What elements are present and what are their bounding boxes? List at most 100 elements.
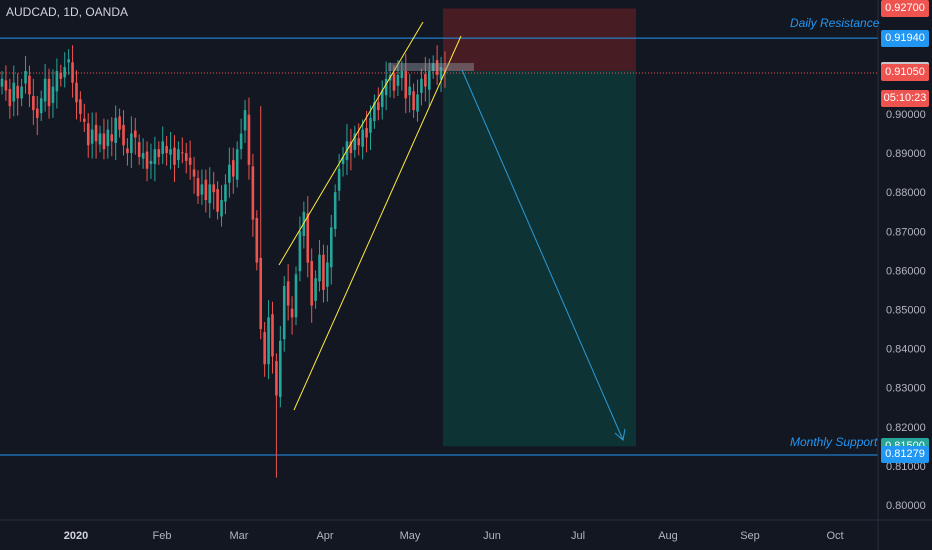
candle-body — [157, 149, 161, 158]
candle-body — [412, 91, 415, 111]
candle-body — [133, 130, 137, 138]
candle-body — [28, 75, 31, 95]
candle-body — [314, 278, 317, 301]
time-tick-label: Aug — [658, 530, 678, 542]
candle-body — [282, 286, 286, 340]
channel-drawings — [278, 21, 626, 441]
candle-body — [337, 168, 341, 191]
time-tick-label: Feb — [153, 530, 172, 542]
candle-body — [86, 123, 90, 146]
candle-body — [94, 124, 98, 142]
symbol-title[interactable]: AUDCAD, 1D, OANDA — [6, 5, 129, 19]
price-tick-label: 0.80000 — [886, 500, 926, 512]
candle-body — [137, 142, 141, 158]
candle-body — [220, 200, 223, 217]
candle-body — [55, 70, 59, 92]
candle-body — [231, 160, 235, 177]
candle-body — [63, 67, 67, 78]
candle-body — [396, 74, 400, 86]
price-tick-label: 0.90000 — [886, 109, 926, 121]
candle-body — [59, 72, 63, 79]
candle-body — [384, 78, 388, 96]
candle-body — [326, 262, 329, 287]
time-tick-label: Mar — [230, 530, 249, 542]
candle-body — [267, 317, 270, 365]
candle-body — [71, 62, 74, 83]
price-tick-label: 0.85000 — [886, 305, 926, 317]
arrow-head — [614, 428, 626, 441]
candle-body — [90, 129, 94, 144]
price-tag: 05:10:23 — [881, 89, 929, 107]
candle-body — [298, 231, 302, 272]
candle-body — [439, 67, 443, 80]
take-profit-zone[interactable] — [443, 70, 636, 447]
channel-lower-line[interactable] — [293, 35, 462, 411]
candle-body — [361, 129, 364, 147]
time-tick-label: Oct — [826, 530, 843, 542]
stop-loss-zone[interactable] — [443, 8, 636, 71]
candle-body — [380, 90, 384, 107]
channel-upper-line[interactable] — [278, 21, 424, 266]
candle-body — [318, 254, 321, 282]
time-tick-label: Apr — [316, 530, 333, 542]
candle-body — [130, 133, 133, 154]
entry-highlight — [388, 63, 474, 71]
candle-body — [212, 184, 215, 193]
price-tick-label: 0.86000 — [886, 265, 926, 277]
monthly-support-label: Monthly Support — [790, 435, 878, 449]
candle-body — [306, 213, 310, 263]
candle-body — [0, 78, 4, 87]
candle-body — [271, 314, 274, 357]
candle-body — [67, 59, 70, 63]
candle-body — [435, 60, 439, 75]
candle-body — [353, 133, 357, 150]
candle-body — [400, 70, 404, 79]
position-zones — [443, 8, 636, 447]
candle-body — [279, 340, 282, 398]
candle-body — [404, 70, 408, 99]
time-tick-label: 2020 — [64, 530, 88, 542]
time-tick-label: Jul — [571, 530, 585, 542]
price-tag: 0.91940 — [881, 29, 929, 47]
candle-body — [153, 149, 157, 165]
price-tag: 0.92700 — [881, 0, 929, 17]
candle-body — [224, 184, 227, 202]
candle-body — [102, 133, 106, 150]
candle-body — [204, 179, 208, 201]
candle-body — [188, 157, 192, 165]
candle-body — [161, 141, 165, 154]
candle-body — [369, 117, 372, 133]
candle-body — [255, 218, 259, 263]
candle-body — [275, 361, 278, 396]
candle-body — [424, 74, 427, 87]
candle-body — [169, 149, 172, 155]
time-axis[interactable]: 2020 Feb Mar Apr May Jun Jul Aug Sep Oct — [64, 530, 844, 542]
time-tick-label: Sep — [740, 530, 760, 542]
candle-body — [200, 184, 204, 195]
candle-body — [20, 86, 23, 99]
time-tick-label: May — [400, 530, 421, 542]
time-tick-label: Jun — [483, 530, 501, 542]
price-tick-label: 0.88000 — [886, 187, 926, 199]
candle-body — [263, 332, 266, 365]
candle-body — [259, 257, 263, 330]
candle-body — [377, 102, 380, 111]
candle-body — [290, 308, 294, 318]
price-axis[interactable]: 0.80000 0.81000 0.82000 0.83000 0.84000 0.850… — [886, 109, 926, 512]
candle-body — [247, 114, 251, 165]
candle-body — [79, 99, 82, 114]
candle-body — [235, 149, 239, 180]
projection-arrow[interactable] — [461, 69, 624, 441]
price-tick-label: 0.83000 — [886, 383, 926, 395]
price-tick-label: 0.82000 — [886, 422, 926, 434]
candle-body — [177, 149, 180, 161]
candle-body — [196, 178, 200, 197]
price-tick-label: 0.84000 — [886, 344, 926, 356]
candlesticks — [0, 45, 447, 478]
candle-body — [216, 189, 219, 212]
candle-body — [420, 78, 423, 93]
candle-body — [243, 110, 247, 131]
candle-body — [192, 169, 196, 177]
candle-body — [4, 80, 8, 91]
